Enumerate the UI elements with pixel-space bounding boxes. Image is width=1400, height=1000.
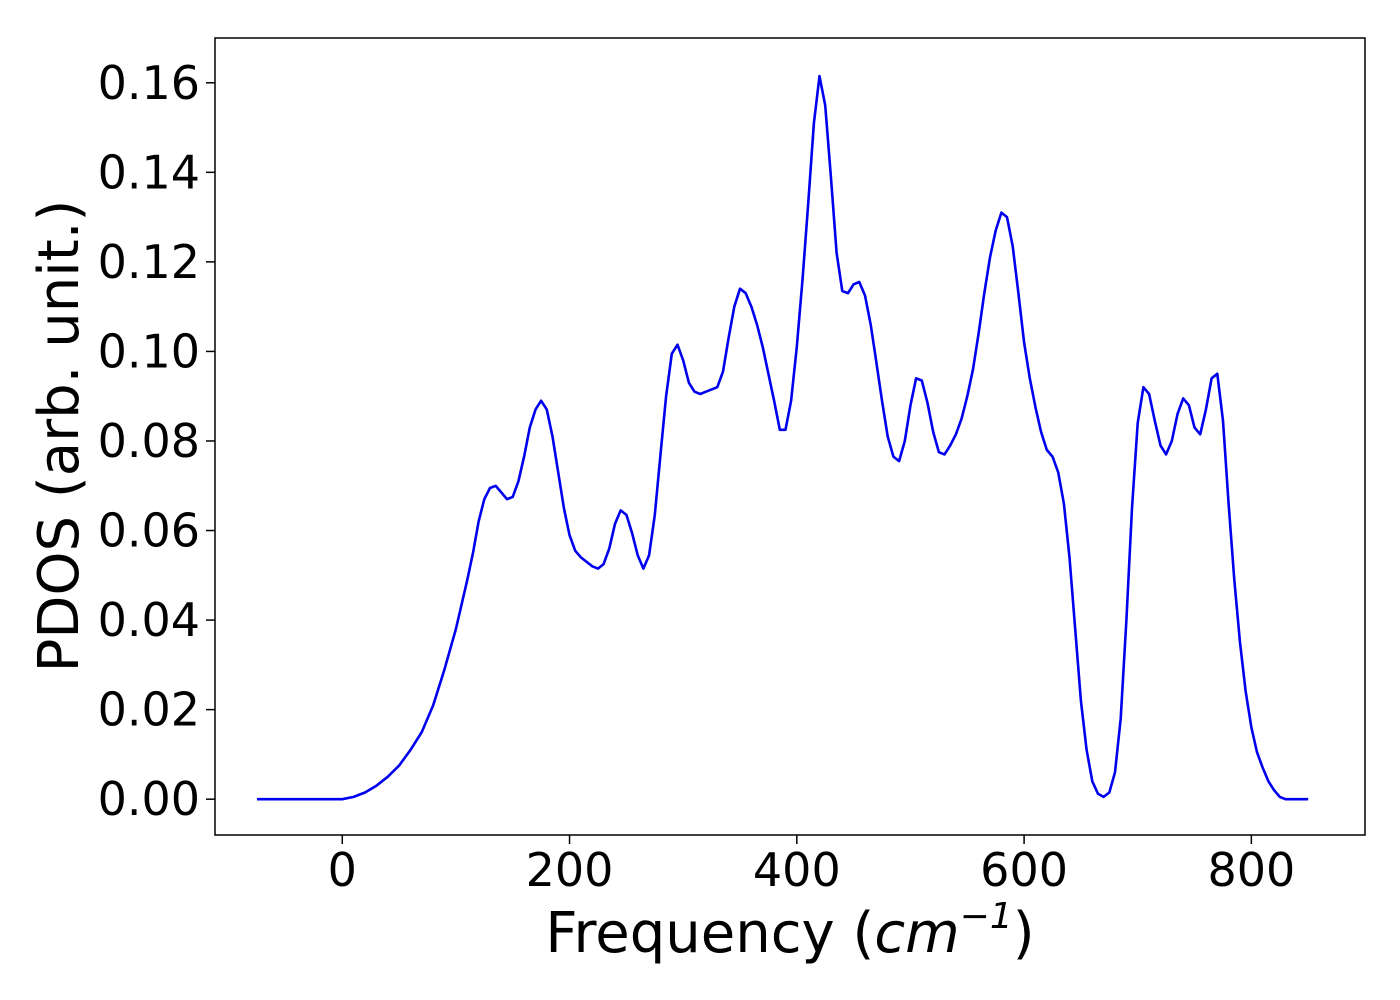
x-tick-label: 200 — [526, 843, 614, 897]
y-tick-label: 0.12 — [98, 235, 200, 289]
x-tick-label: 0 — [328, 843, 357, 897]
y-tick-label: 0.08 — [98, 414, 200, 468]
x-axis-unit-exponent: −1 — [960, 896, 1013, 937]
y-tick-label: 0.14 — [98, 145, 200, 199]
x-axis-label-close: ) — [1013, 901, 1035, 966]
x-tick-label: 400 — [753, 843, 841, 897]
y-tick-label: 0.10 — [98, 324, 200, 378]
x-tick-label: 800 — [1207, 843, 1295, 897]
y-tick-label: 0.00 — [98, 772, 200, 826]
x-axis-unit-base: cm — [874, 901, 959, 966]
y-tick-label: 0.04 — [98, 593, 200, 647]
y-axis-ticks: 0.00 0.02 0.04 0.06 0.08 0.10 0.12 0.14 0.16 — [98, 56, 215, 826]
x-axis-label: Frequency (cm−1) — [545, 896, 1034, 966]
y-tick-label: 0.16 — [98, 56, 200, 110]
x-axis-ticks: 0 200 400 600 800 — [328, 835, 1295, 897]
y-tick-label: 0.02 — [98, 683, 200, 737]
x-tick-label: 600 — [980, 843, 1068, 897]
y-tick-label: 0.06 — [98, 504, 200, 558]
pdos-series-line — [257, 74, 1309, 801]
plot-area-frame — [214, 37, 1366, 836]
y-axis-label: PDOS (arb. unit.) — [27, 200, 92, 673]
